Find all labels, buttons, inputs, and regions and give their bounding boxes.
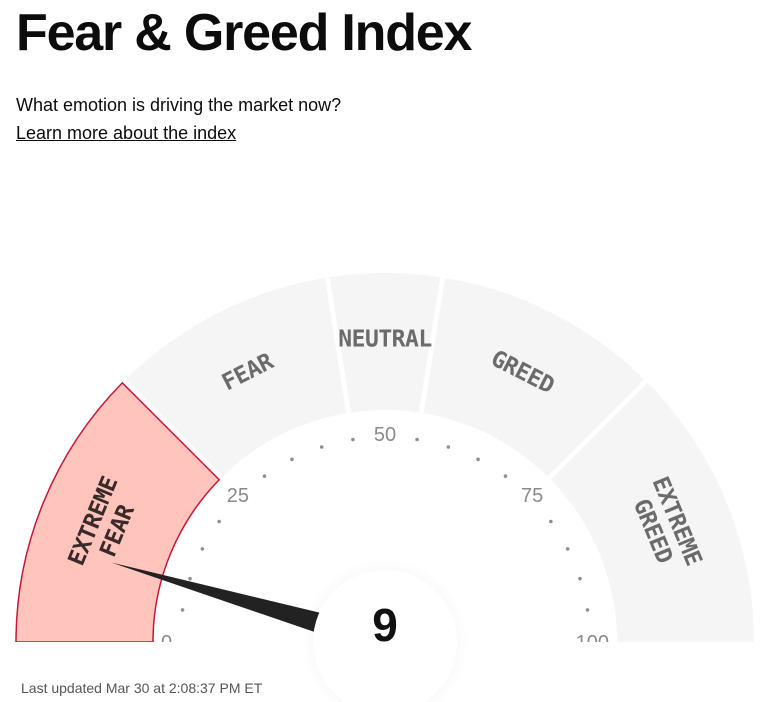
gauge-segment-extreme-fear [15,381,221,643]
gauge-tick-dot [290,457,294,462]
gauge-tick-dot [217,519,221,524]
gauge-tick-dot [188,576,192,581]
gauge-segment-fear [125,277,347,477]
gauge-needle [111,562,321,633]
gauge-tick-dot [446,445,451,449]
page-subtitle: What emotion is driving the market now? [16,95,342,115]
gauge-tick-label-25: 25 [227,485,249,507]
gauge-tick-label-75: 75 [521,485,543,507]
gauge-hub [313,570,457,702]
gauge-tick-dot [565,547,570,551]
gauge-tick-dot [585,608,590,612]
gauge-tick-label-50: 50 [374,424,396,446]
gauge-tick-dot [476,457,480,462]
gauge-tick-dot [262,474,267,478]
gauge-label-neutral: NEUTRAL [338,327,431,353]
gauge-segment-greed [423,277,645,477]
gauge-tick-dot [180,608,185,612]
gauge-tick-dot [503,474,508,478]
gauge-tick-dot [578,576,582,581]
gauge-tick-dot [549,519,553,524]
gauge-tick-dot [415,437,419,442]
gauge-segment-neutral [329,273,441,413]
gauge-tick-dot [319,445,324,449]
page-title: Fear & Greed Index [16,4,472,62]
gauge-tick-dot [351,437,355,442]
last-updated-text: Last updated Mar 30 at 2:08:37 PM ET [21,680,263,696]
gauge-value: 9 [372,599,398,651]
gauge-tick-dot [200,547,205,551]
gauge-segment-extreme-greed [550,382,754,642]
learn-more-link[interactable]: Learn more about the index [16,123,237,143]
